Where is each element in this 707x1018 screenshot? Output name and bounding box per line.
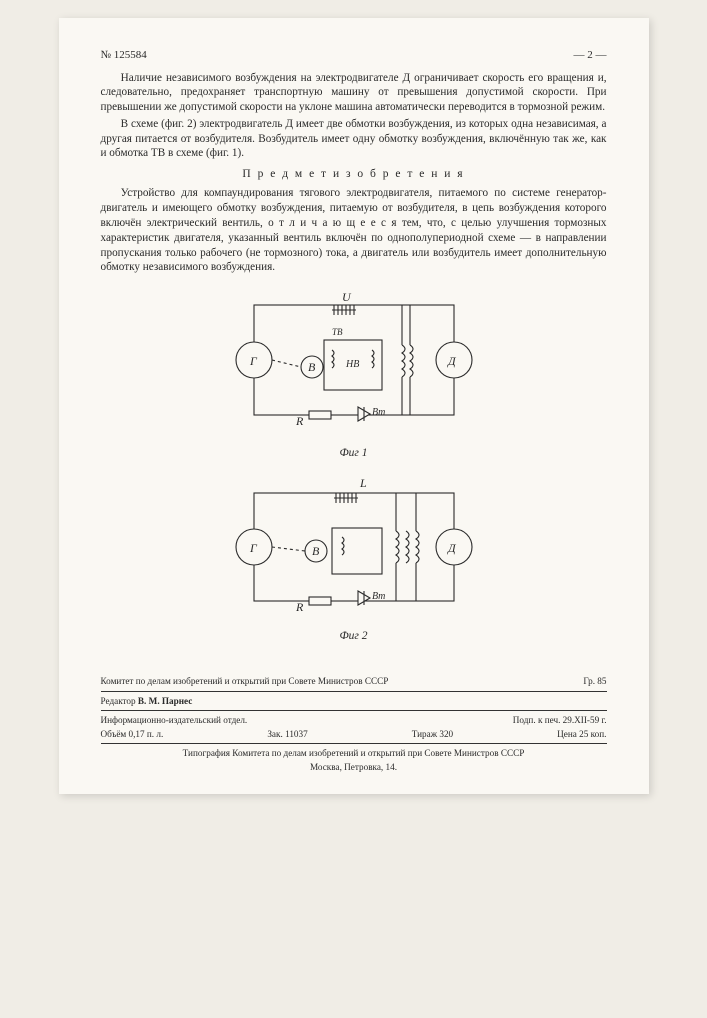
doc-number: № 125584 [101,48,147,63]
fig2-label-G: Г [249,541,258,555]
claims-title: П р е д м е т и з о б р е т е н и я [101,167,607,182]
fig2-label-B: В [312,544,320,558]
fig2-label-Bm: Вm [372,591,385,602]
fig1-label-B: В [308,360,316,374]
page: № 125584 — 2 — Наличие независимого возб… [59,18,649,794]
footer-typo1: Типография Комитета по делам изобретений… [101,746,607,760]
figure-1-svg: Г В Д U НВ ТВ R Вm [224,285,484,440]
footer-price: Цена 25 коп. [557,728,606,740]
fig1-label-D: Д [447,354,457,368]
footer-order: Зак. 11037 [267,728,307,740]
fig2-label-L: L [359,476,367,490]
fig1-label-G: Г [249,354,258,368]
footer-tirage: Тираж 320 [412,728,453,740]
figure-2-svg: Г В Д L R Вm [224,473,484,623]
page-header: № 125584 — 2 — [101,48,607,63]
footer-gr: Гр. 85 [583,675,606,687]
footer-typo2: Москва, Петровка, 14. [101,760,607,774]
footer-dept: Информационно-издательский отдел. [101,714,248,726]
paragraph-1: Наличие независимого возбуждения на элек… [101,71,607,115]
footer-editor: Редактор В. М. Парнес [101,695,193,707]
fig2-label-R: R [295,600,304,614]
footer-signed: Подп. к печ. 29.XII-59 г. [513,714,607,726]
fig1-label-Bm: Вm [372,407,385,418]
figure-2-caption: Фиг 2 [101,629,607,644]
fig2-label-D: Д [447,541,457,555]
page-number: — 2 — [574,48,607,63]
figure-1-caption: Фиг 1 [101,446,607,461]
paragraph-3: Устройство для компаундирования тягового… [101,186,607,275]
footer-editor-name: В. М. Парнес [138,696,192,706]
fig1-label-TB: ТВ [332,327,343,337]
footer-committee: Комитет по делам изобретений и открытий … [101,675,389,687]
footer-volume: Объём 0,17 п. л. [101,728,164,740]
fig1-label-R: R [295,414,304,428]
fig1-label-HB: НВ [345,359,359,370]
footer: Комитет по делам изобретений и открытий … [101,674,607,774]
fig1-label-U: U [342,290,352,304]
paragraph-2: В схеме (фиг. 2) электродвигатель Д имее… [101,117,607,161]
figure-2: Г В Д L R Вm Фиг 2 [101,473,607,644]
footer-editor-label: Редактор [101,696,136,706]
figure-1: Г В Д U НВ ТВ R Вm Фиг 1 [101,285,607,461]
